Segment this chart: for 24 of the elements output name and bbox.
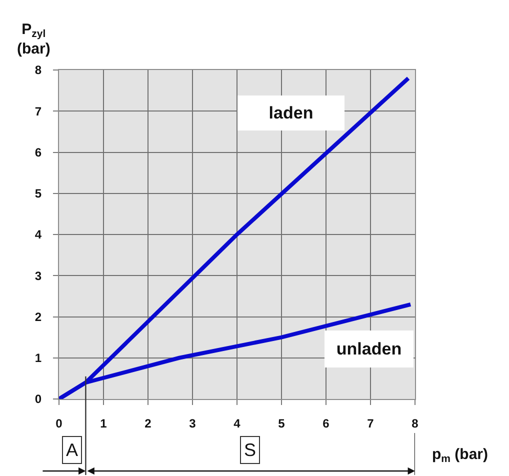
x-tick-label: 6 [322,416,330,430]
x-tick-label: 8 [412,416,419,430]
y-tick-label: 6 [34,145,42,160]
y-tick-label: 0 [34,392,42,406]
y-tick-label: 1 [34,351,42,366]
x-tick-label: 0 [56,416,63,430]
text: S [244,440,256,460]
y-tick-label: 7 [34,104,42,118]
x-tick-label: 7 [367,416,374,430]
y-tick-label: 4 [34,228,42,242]
y-tick-label: 3 [34,268,42,283]
y-tick-label: 8 [34,63,42,78]
series-label: unladen [336,340,402,358]
x-tick-label: 2 [144,416,152,430]
annotation: A [66,440,78,460]
x-tick-label: 4 [234,416,241,430]
y-axis-title: P$_{zyl}$ (bar) [17,21,50,58]
series-label: laden [268,104,314,122]
y-tick-label: 5 [34,186,42,201]
x-tick-label: 3 [189,416,196,430]
y-tick-label: 2 [34,310,42,324]
x-tick-label: 5 [278,416,286,430]
x-axis-title: p$_{m}$ (bar) [432,446,488,466]
x-tick-label: 1 [100,416,108,430]
